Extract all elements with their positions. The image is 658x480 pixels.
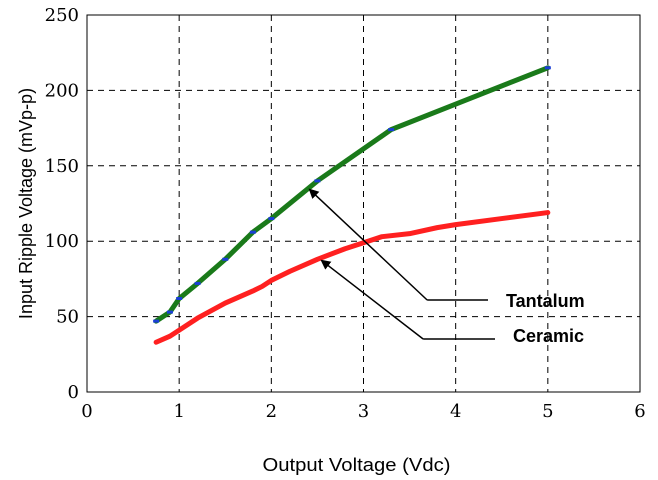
x-axis-title: Output Voltage (Vdc): [263, 455, 451, 475]
annotation-label-tantalum: Tantalum: [506, 291, 585, 311]
annotations: Tantalum Ceramic: [308, 188, 585, 346]
data-point-tantalum: [194, 281, 201, 285]
y-tick-label: 200: [45, 80, 79, 101]
data-point-tantalum: [544, 66, 551, 70]
y-tick-label: 100: [45, 231, 79, 252]
annotation-arrow-tantalum: [308, 188, 428, 301]
x-tick-label: 0: [81, 401, 92, 422]
y-tick-label: 250: [45, 5, 79, 26]
x-tick-label: 6: [634, 401, 645, 422]
y-tick-label: 50: [56, 307, 79, 328]
y-axis-title: Input Ripple Voltage (mVp-p): [16, 88, 36, 319]
plot-area: [86, 14, 641, 393]
y-tick-label: 150: [45, 156, 79, 177]
data-point-tantalum: [222, 257, 229, 261]
series-line-ceramic: [153, 210, 551, 345]
data-point-tantalum: [388, 128, 395, 132]
annotation-label-ceramic: Ceramic: [513, 326, 584, 346]
series-line-tantalum: [153, 65, 551, 324]
data-point-tantalum: [153, 319, 160, 323]
data-point-tantalum: [268, 217, 275, 221]
x-tick-label: 1: [173, 401, 184, 422]
series-layer: [153, 65, 551, 345]
grid: [87, 15, 640, 392]
x-tick-label: 2: [266, 401, 277, 422]
data-point-tantalum: [176, 297, 183, 301]
annotation-arrow-ceramic: [320, 259, 424, 340]
tick-labels: 0 1 2 3 4 5 6 0 50 100 150 200 250: [45, 5, 646, 422]
x-tick-label: 5: [542, 401, 553, 422]
x-tick-label: 4: [450, 401, 461, 422]
data-point-tantalum: [249, 230, 256, 234]
y-tick-label: 0: [68, 382, 79, 403]
data-point-tantalum: [166, 310, 173, 314]
x-tick-label: 3: [358, 401, 369, 422]
data-point-tantalum: [314, 179, 321, 183]
